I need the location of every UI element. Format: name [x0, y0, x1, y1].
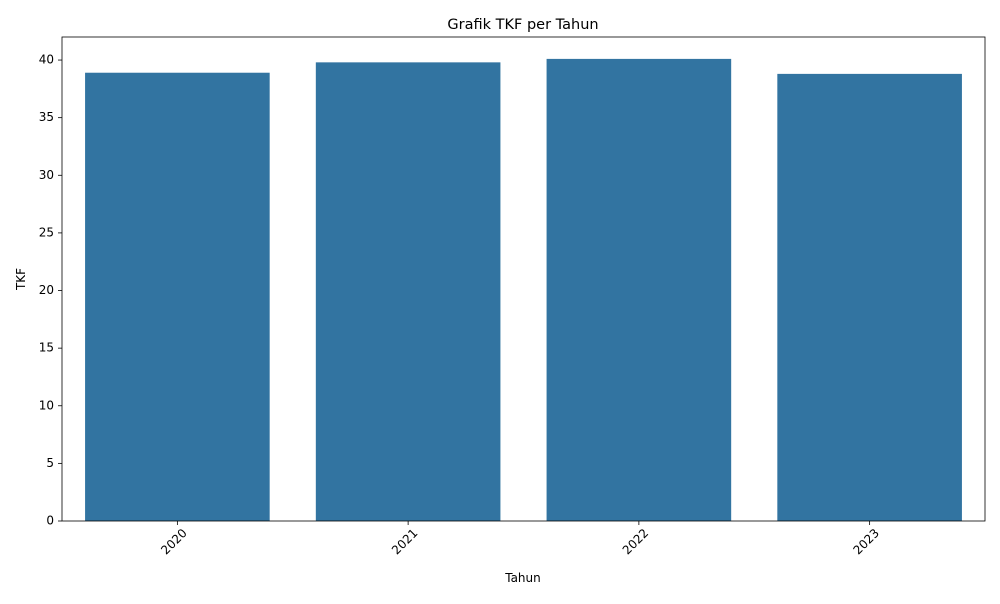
y-tick-label: 35: [39, 110, 54, 124]
x-tick-label: 2022: [620, 526, 651, 557]
y-tick-label: 5: [46, 456, 54, 470]
chart-title: Grafik TKF per Tahun: [447, 17, 598, 33]
y-tick-label: 25: [39, 225, 54, 239]
bar-2022: [546, 58, 732, 522]
y-tick-label: 10: [39, 398, 54, 412]
y-tick-label: 30: [39, 168, 54, 182]
bar-2021: [315, 62, 501, 521]
y-tick-label: 20: [39, 283, 54, 297]
y-tick-label: 0: [46, 514, 54, 528]
y-tick-label: 40: [39, 53, 54, 67]
x-axis-label: Tahun: [504, 571, 541, 585]
bar-2020: [85, 72, 270, 521]
bar-2023: [777, 73, 962, 521]
y-tick-label: 15: [39, 341, 54, 355]
plot-frame: [61, 36, 986, 522]
y-axis-ticks: 0 5 10 15 20 25 30 35 40: [39, 53, 62, 528]
x-tick-label: 2023: [851, 526, 882, 557]
bars-layer: [85, 58, 962, 522]
y-axis-label: TKF: [14, 268, 28, 291]
x-axis-ticks: 2020 2021 2022 2023: [158, 521, 882, 557]
x-tick-label: 2021: [389, 526, 420, 557]
x-tick-label: 2020: [158, 526, 189, 557]
